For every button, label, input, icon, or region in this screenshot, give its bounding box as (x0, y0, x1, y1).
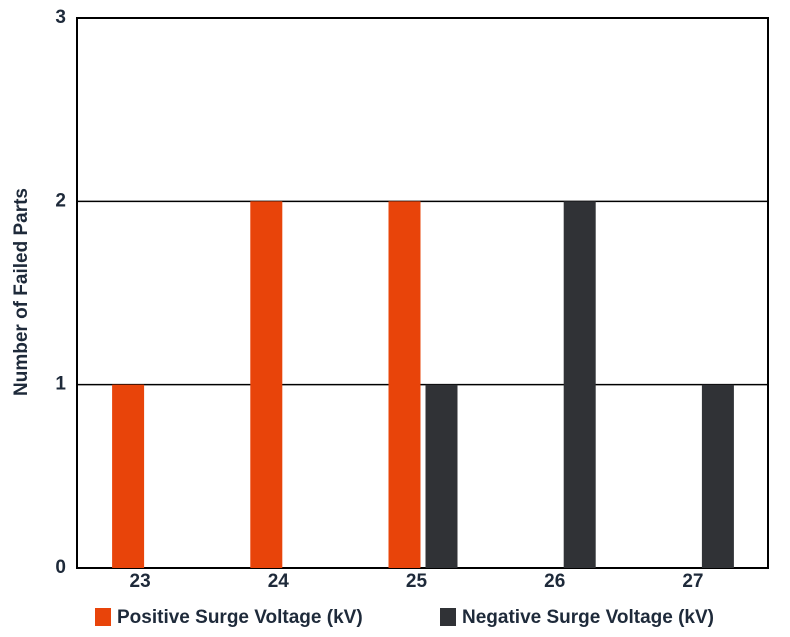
bar (388, 201, 421, 569)
legend-label: Positive Surge Voltage (kV) (117, 607, 363, 628)
legend-label: Negative Surge Voltage (kV) (462, 607, 714, 628)
bar (250, 201, 283, 569)
x-tick-label: 26 (544, 571, 565, 592)
x-tick-label: 24 (268, 571, 290, 592)
legend-swatch (440, 608, 456, 626)
y-tick-label: 2 (55, 190, 66, 211)
x-tick-label: 27 (682, 571, 703, 592)
bar (112, 384, 145, 568)
legend-swatch (95, 608, 111, 626)
y-tick-label: 3 (55, 7, 66, 28)
bar (701, 384, 734, 568)
y-tick-label: 0 (55, 557, 66, 578)
bar (425, 384, 458, 568)
x-tick-label: 23 (130, 571, 151, 592)
plot-frame (76, 17, 769, 569)
y-tick-label: 1 (55, 374, 66, 395)
x-tick-label: 25 (406, 571, 428, 592)
y-axis-label: Number of Failed Parts (11, 188, 32, 396)
bar (563, 201, 596, 569)
